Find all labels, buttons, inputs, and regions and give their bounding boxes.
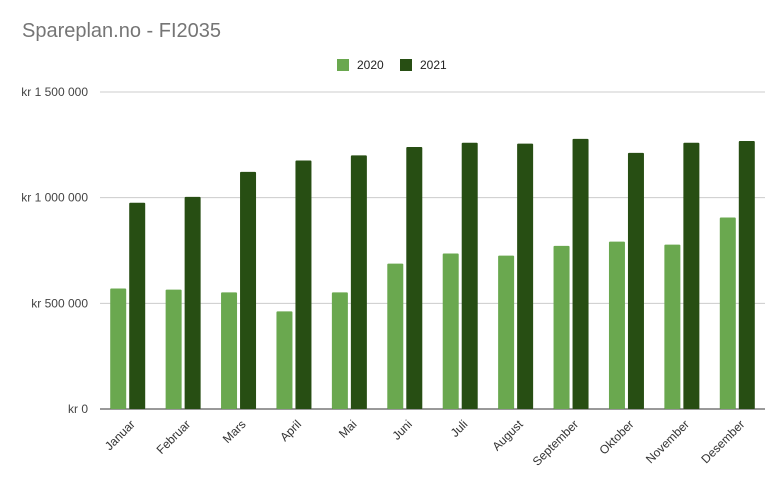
bar-2021-oktober — [627, 152, 644, 409]
bar-2020-februar — [165, 289, 182, 409]
bars — [110, 138, 755, 410]
legend-label-2021: 2021 — [420, 58, 447, 72]
y-axis-tick-labels: kr 0 kr 500 000 kr 1 000 000 kr 1 500 000 — [21, 85, 88, 416]
x-category-label: Januar — [102, 417, 138, 453]
gridlines — [100, 91, 765, 410]
y-tick-label: kr 1 500 000 — [21, 85, 88, 99]
y-tick-label: kr 1 000 000 — [21, 191, 88, 205]
x-category-label: Februar — [154, 417, 194, 457]
x-category-label: Juni — [389, 417, 414, 442]
x-category-label: November — [643, 417, 692, 466]
x-category-label: Desember — [698, 417, 747, 466]
bar-2020-januar — [110, 288, 127, 409]
x-category-label: August — [489, 417, 526, 454]
bar-2020-oktober — [608, 241, 625, 409]
bar-2020-november — [664, 244, 681, 409]
x-category-label: Juli — [448, 417, 471, 440]
bar-2020-mars — [221, 292, 238, 409]
legend: 2020 2021 — [337, 58, 447, 72]
bar-2021-desember — [738, 141, 755, 409]
bar-2021-januar — [129, 202, 146, 409]
bar-2020-september — [553, 245, 570, 409]
bar-2021-september — [572, 138, 589, 409]
x-category-label: September — [530, 417, 581, 468]
bar-2021-november — [683, 142, 700, 409]
bar-2021-juli — [461, 142, 478, 409]
x-category-label: Mai — [336, 417, 360, 441]
bar-2020-desember — [719, 217, 736, 409]
x-category-label: April — [277, 417, 304, 444]
bar-2020-mai — [331, 292, 348, 409]
legend-swatch-2021 — [400, 59, 412, 71]
bar-2021-juni — [406, 146, 423, 410]
bar-2020-juni — [387, 263, 404, 409]
chart-title: Spareplan.no - FI2035 — [22, 20, 222, 42]
x-category-label: Oktober — [596, 417, 636, 457]
x-axis-category-labels: Januar Februar Mars April Mai Juni Juli August S… — [102, 417, 747, 469]
x-category-label: Mars — [220, 417, 249, 446]
y-tick-label: kr 500 000 — [31, 296, 88, 310]
bar-2020-april — [276, 311, 293, 409]
bar-2020-juli — [442, 253, 459, 409]
bar-2021-august — [517, 143, 534, 409]
bar-2021-mai — [350, 155, 367, 409]
bar-2021-februar — [184, 196, 201, 409]
legend-label-2020: 2020 — [357, 58, 384, 72]
bar-2021-april — [295, 160, 312, 409]
bar-2020-august — [498, 255, 515, 409]
bar-2021-mars — [240, 171, 257, 409]
legend-swatch-2020 — [337, 59, 349, 71]
y-tick-label: kr 0 — [68, 402, 88, 416]
